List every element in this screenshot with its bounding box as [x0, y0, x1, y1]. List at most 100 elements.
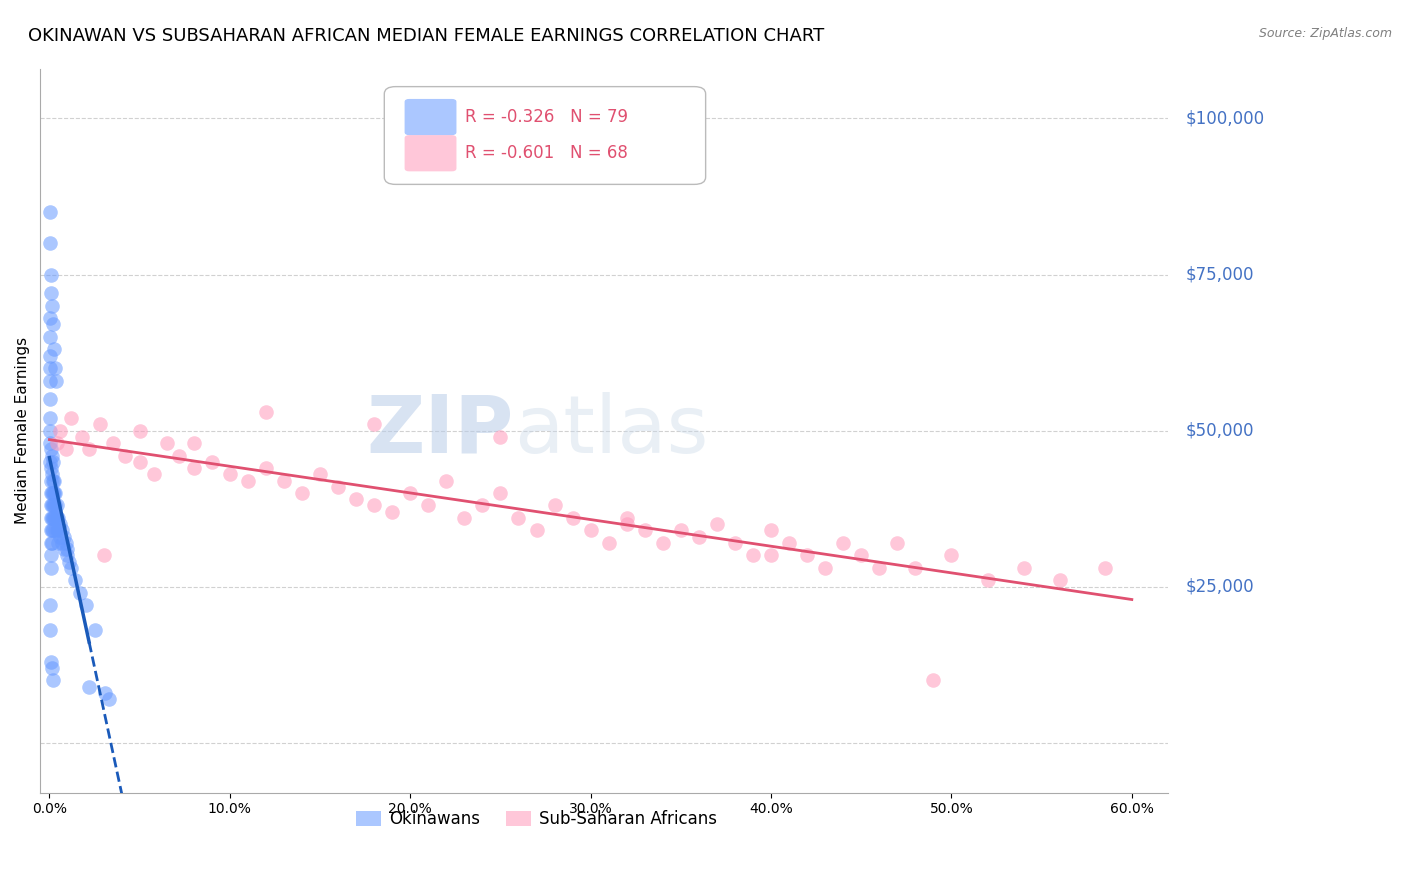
Point: [651, 536, 673, 550]
Point: [42, 486, 65, 500]
Point: [489, 430, 512, 444]
Point: [41, 536, 63, 550]
Point: [418, 499, 440, 513]
Point: [508, 511, 530, 525]
Point: [44, 524, 66, 538]
Point: [75, 599, 97, 613]
Text: $50,000: $50,000: [1185, 422, 1254, 440]
Point: [236, 474, 259, 488]
Point: [39, 536, 62, 550]
Point: [128, 424, 150, 438]
Point: [363, 417, 385, 432]
Point: [51, 524, 73, 538]
Point: [183, 461, 205, 475]
Point: [39, 461, 62, 475]
Point: [669, 524, 692, 538]
Point: [39, 561, 62, 575]
Point: [42, 511, 65, 525]
Point: [41, 449, 63, 463]
Point: [49, 517, 72, 532]
Point: [218, 467, 240, 482]
Point: [778, 536, 800, 550]
Point: [41, 486, 63, 500]
Point: [39, 442, 62, 457]
Point: [616, 511, 638, 525]
Point: [832, 536, 855, 550]
Point: [48, 524, 70, 538]
Point: [381, 505, 404, 519]
Point: [39, 474, 62, 488]
Point: [98, 692, 121, 706]
Point: [45, 374, 67, 388]
Point: [922, 673, 945, 688]
Point: [55, 442, 77, 457]
Point: [868, 561, 890, 575]
Point: [39, 486, 62, 500]
Point: [39, 374, 62, 388]
Point: [598, 536, 620, 550]
Point: [39, 311, 62, 326]
Point: [114, 449, 136, 463]
Point: [41, 661, 63, 675]
FancyBboxPatch shape: [405, 136, 457, 171]
Point: [42, 474, 65, 488]
Text: $75,000: $75,000: [1185, 266, 1254, 284]
Point: [41, 499, 63, 513]
Point: [201, 455, 224, 469]
Point: [39, 624, 62, 638]
Point: [39, 286, 62, 301]
Point: [45, 499, 67, 513]
Point: [363, 499, 385, 513]
Point: [39, 205, 62, 219]
Point: [39, 424, 62, 438]
Point: [39, 549, 62, 563]
Point: [39, 268, 62, 282]
Point: [742, 549, 765, 563]
Point: [52, 542, 75, 557]
Point: [724, 536, 747, 550]
Text: $25,000: $25,000: [1185, 578, 1254, 596]
Point: [101, 436, 124, 450]
Point: [579, 524, 602, 538]
Legend: Okinawans, Sub-Saharan Africans: Okinawans, Sub-Saharan Africans: [350, 804, 724, 835]
Point: [39, 524, 62, 538]
Point: [70, 430, 93, 444]
Point: [561, 511, 583, 525]
Point: [42, 524, 65, 538]
Point: [39, 349, 62, 363]
Point: [128, 455, 150, 469]
Point: [143, 467, 166, 482]
Point: [471, 499, 494, 513]
Point: [42, 318, 65, 332]
Point: [56, 549, 79, 563]
Point: [1094, 561, 1116, 575]
Point: [39, 655, 62, 669]
Point: [453, 511, 475, 525]
Point: [1049, 574, 1071, 588]
Point: [814, 561, 837, 575]
Point: [42, 486, 65, 500]
Point: [58, 555, 80, 569]
Point: [94, 686, 117, 700]
Point: [344, 492, 367, 507]
Point: [45, 436, 67, 450]
Point: [634, 524, 657, 538]
Text: R = -0.326   N = 79: R = -0.326 N = 79: [465, 108, 628, 126]
Point: [273, 474, 295, 488]
Point: [39, 436, 62, 450]
Point: [55, 536, 77, 550]
Point: [39, 330, 62, 344]
Point: [489, 486, 512, 500]
Point: [543, 499, 565, 513]
Point: [42, 511, 65, 525]
Point: [941, 549, 963, 563]
Point: [89, 417, 111, 432]
Point: [291, 486, 314, 500]
Point: [44, 511, 66, 525]
Point: [45, 524, 67, 538]
Point: [41, 467, 63, 482]
Point: [49, 424, 72, 438]
Text: Source: ZipAtlas.com: Source: ZipAtlas.com: [1258, 27, 1392, 40]
Point: [44, 499, 66, 513]
Point: [48, 511, 70, 525]
